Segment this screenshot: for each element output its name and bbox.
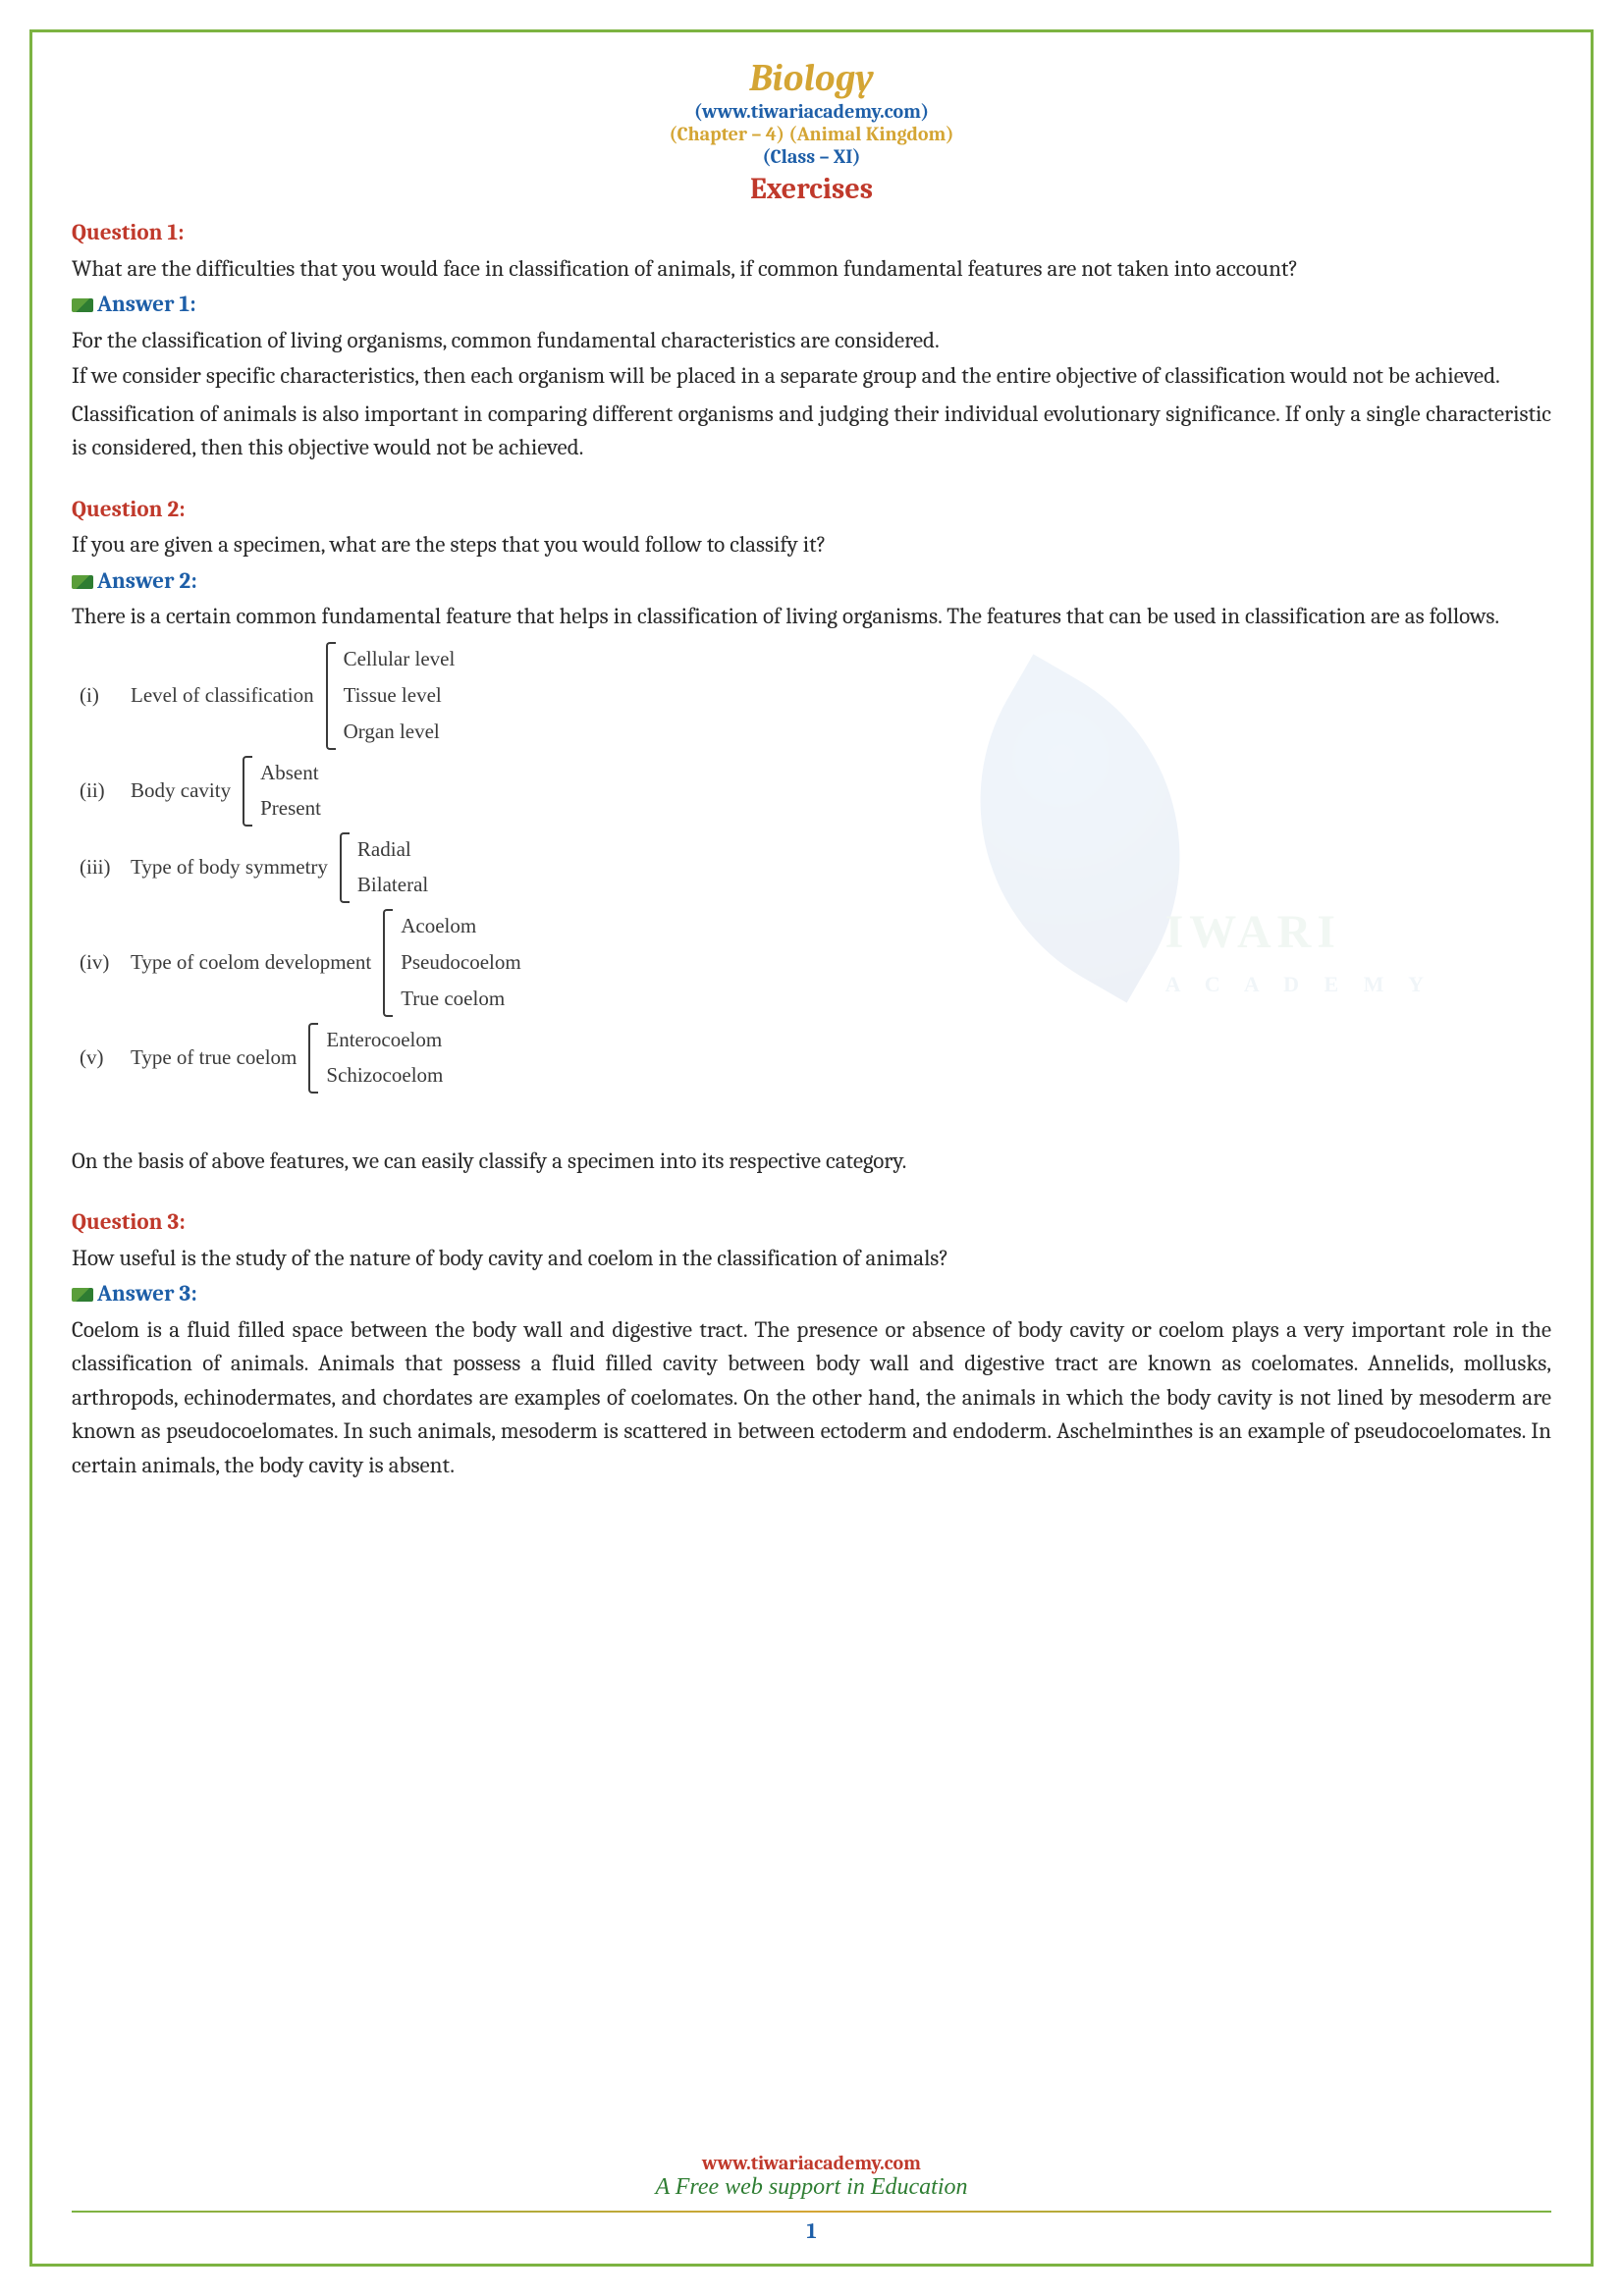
classification-diagram: IWARI A C A D E M Y (i) Level of classif… [72, 642, 1551, 1143]
footer-divider [72, 2211, 1551, 2213]
item: Schizocoelom [326, 1060, 443, 1092]
row-label: Type of body symmetry [131, 852, 340, 883]
row-label: Level of classification [131, 680, 326, 712]
item: Bilateral [357, 870, 428, 901]
bracket-icon [383, 909, 393, 1017]
bracket-icon [243, 756, 252, 827]
item: Acoelom [401, 911, 520, 942]
item: Cellular level [344, 644, 456, 675]
item: Tissue level [344, 680, 456, 712]
row-label: Body cavity [131, 775, 243, 807]
title-class: (Class – XI) [72, 145, 1551, 168]
page-border: Biology (www.tiwariacademy.com) (Chapter… [29, 29, 1594, 2267]
row-num: (i) [72, 680, 131, 712]
row-num: (iii) [72, 852, 131, 883]
question-2-text: If you are given a specimen, what are th… [72, 528, 1551, 562]
question-1-text: What are the difficulties that you would… [72, 252, 1551, 287]
item: Radial [357, 834, 428, 866]
answer-2-label: Answer 2: [72, 564, 1551, 599]
title-chapter: (Chapter – 4) (Animal Kingdom) [72, 123, 1551, 145]
page-number: 1 [32, 2218, 1591, 2244]
class-row-ii: (ii) Body cavity Absent Present [72, 756, 1551, 827]
title-section: Exercises [72, 172, 1551, 206]
item: Pseudocoelom [401, 947, 520, 979]
class-row-i: (i) Level of classification Cellular lev… [72, 642, 1551, 750]
bracket-items: Enterocoelom Schizocoelom [318, 1023, 443, 1094]
bracket-items: Acoelom Pseudocoelom True coelom [393, 909, 520, 1017]
question-3-label: Question 3: [72, 1205, 1551, 1240]
answer-3-label: Answer 3: [72, 1277, 1551, 1311]
item: Organ level [344, 717, 456, 748]
row-label: Type of true coelom [131, 1042, 308, 1074]
question-2-label: Question 2: [72, 493, 1551, 527]
bracket-icon [308, 1023, 318, 1094]
answer-1-p1: For the classification of living organis… [72, 324, 1551, 358]
class-row-v: (v) Type of true coelom Enterocoelom Sch… [72, 1023, 1551, 1094]
class-row-iii: (iii) Type of body symmetry Radial Bilat… [72, 832, 1551, 903]
item: Enterocoelom [326, 1025, 443, 1056]
row-label: Type of coelom development [131, 947, 383, 979]
bracket-items: Cellular level Tissue level Organ level [336, 642, 456, 750]
title-url: (www.tiwariacademy.com) [72, 100, 1551, 123]
answer-2-p1: There is a certain common fundamental fe… [72, 600, 1551, 634]
answer-1-p3: Classification of animals is also import… [72, 398, 1551, 465]
bracket-icon [326, 642, 336, 750]
question-1-label: Question 1: [72, 216, 1551, 250]
content-body: Question 1: What are the difficulties th… [72, 216, 1551, 1482]
bracket-items: Absent Present [252, 756, 321, 827]
header: Biology (www.tiwariacademy.com) (Chapter… [72, 57, 1551, 206]
row-num: (iv) [72, 947, 131, 979]
item: True coelom [401, 984, 520, 1015]
footer-url: www.tiwariacademy.com [32, 2152, 1591, 2174]
question-3-text: How useful is the study of the nature of… [72, 1242, 1551, 1276]
answer-2-p2: On the basis of above features, we can e… [72, 1145, 1551, 1179]
row-num: (v) [72, 1042, 131, 1074]
bracket-icon [340, 832, 350, 903]
class-row-iv: (iv) Type of coelom development Acoelom … [72, 909, 1551, 1017]
footer-tagline: A Free web support in Education [32, 2174, 1591, 2201]
answer-3-p1: Coelom is a fluid filled space between t… [72, 1313, 1551, 1483]
answer-1-label: Answer 1: [72, 288, 1551, 322]
item: Absent [260, 758, 321, 789]
title-subject: Biology [72, 57, 1551, 100]
row-num: (ii) [72, 775, 131, 807]
bracket-items: Radial Bilateral [350, 832, 428, 903]
footer: www.tiwariacademy.com A Free web support… [32, 2152, 1591, 2244]
item: Present [260, 793, 321, 825]
answer-1-p2: If we consider specific characteristics,… [72, 359, 1551, 394]
